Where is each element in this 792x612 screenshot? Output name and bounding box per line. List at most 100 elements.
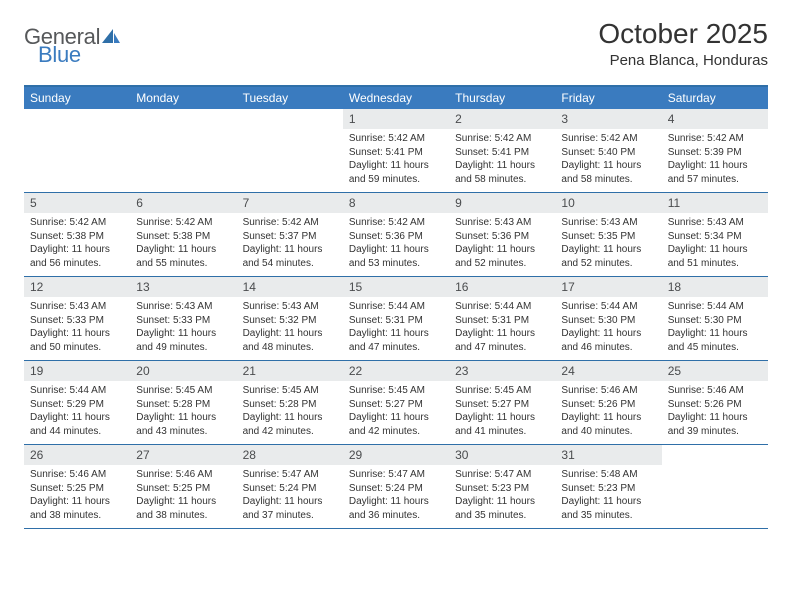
sunrise-line: Sunrise: 5:46 AM	[30, 468, 124, 482]
day-body: Sunrise: 5:46 AMSunset: 5:26 PMDaylight:…	[662, 381, 768, 444]
sunrise-line: Sunrise: 5:42 AM	[455, 132, 549, 146]
day-number: 1	[343, 109, 449, 129]
day-body: Sunrise: 5:47 AMSunset: 5:24 PMDaylight:…	[343, 465, 449, 528]
day-number: 11	[662, 193, 768, 213]
dow-saturday: Saturday	[662, 87, 768, 109]
sunrise-line: Sunrise: 5:43 AM	[668, 216, 762, 230]
day-body: Sunrise: 5:46 AMSunset: 5:25 PMDaylight:…	[130, 465, 236, 528]
daylight-line: Daylight: 11 hours and 52 minutes.	[561, 243, 655, 270]
sunrise-line: Sunrise: 5:48 AM	[561, 468, 655, 482]
day-cell: 22Sunrise: 5:45 AMSunset: 5:27 PMDayligh…	[343, 361, 449, 444]
daylight-line: Daylight: 11 hours and 58 minutes.	[561, 159, 655, 186]
day-number: 29	[343, 445, 449, 465]
day-number: 7	[237, 193, 343, 213]
sunset-line: Sunset: 5:31 PM	[349, 314, 443, 328]
day-body: Sunrise: 5:42 AMSunset: 5:38 PMDaylight:…	[130, 213, 236, 276]
day-cell	[237, 109, 343, 192]
daylight-line: Daylight: 11 hours and 44 minutes.	[30, 411, 124, 438]
sunrise-line: Sunrise: 5:45 AM	[136, 384, 230, 398]
daylight-line: Daylight: 11 hours and 58 minutes.	[455, 159, 549, 186]
day-cell: 25Sunrise: 5:46 AMSunset: 5:26 PMDayligh…	[662, 361, 768, 444]
week-row: 5Sunrise: 5:42 AMSunset: 5:38 PMDaylight…	[24, 193, 768, 277]
day-cell: 17Sunrise: 5:44 AMSunset: 5:30 PMDayligh…	[555, 277, 661, 360]
sunrise-line: Sunrise: 5:42 AM	[668, 132, 762, 146]
sunrise-line: Sunrise: 5:42 AM	[349, 216, 443, 230]
sunrise-line: Sunrise: 5:42 AM	[243, 216, 337, 230]
day-body: Sunrise: 5:44 AMSunset: 5:29 PMDaylight:…	[24, 381, 130, 444]
day-cell: 19Sunrise: 5:44 AMSunset: 5:29 PMDayligh…	[24, 361, 130, 444]
day-body: Sunrise: 5:42 AMSunset: 5:37 PMDaylight:…	[237, 213, 343, 276]
dow-wednesday: Wednesday	[343, 87, 449, 109]
day-cell: 13Sunrise: 5:43 AMSunset: 5:33 PMDayligh…	[130, 277, 236, 360]
sunset-line: Sunset: 5:25 PM	[30, 482, 124, 496]
day-cell: 12Sunrise: 5:43 AMSunset: 5:33 PMDayligh…	[24, 277, 130, 360]
daylight-line: Daylight: 11 hours and 55 minutes.	[136, 243, 230, 270]
daylight-line: Daylight: 11 hours and 39 minutes.	[668, 411, 762, 438]
day-cell: 23Sunrise: 5:45 AMSunset: 5:27 PMDayligh…	[449, 361, 555, 444]
sunset-line: Sunset: 5:33 PM	[30, 314, 124, 328]
day-number: 26	[24, 445, 130, 465]
day-body	[662, 465, 768, 474]
day-body: Sunrise: 5:46 AMSunset: 5:26 PMDaylight:…	[555, 381, 661, 444]
day-body: Sunrise: 5:47 AMSunset: 5:24 PMDaylight:…	[237, 465, 343, 528]
logo-text-blue-wrap: Blue	[38, 42, 81, 68]
sunset-line: Sunset: 5:36 PM	[455, 230, 549, 244]
logo-sail-icon	[102, 29, 120, 48]
sunset-line: Sunset: 5:40 PM	[561, 146, 655, 160]
day-body: Sunrise: 5:48 AMSunset: 5:23 PMDaylight:…	[555, 465, 661, 528]
week-row: 12Sunrise: 5:43 AMSunset: 5:33 PMDayligh…	[24, 277, 768, 361]
day-cell	[662, 445, 768, 528]
daylight-line: Daylight: 11 hours and 43 minutes.	[136, 411, 230, 438]
daylight-line: Daylight: 11 hours and 49 minutes.	[136, 327, 230, 354]
day-number: 17	[555, 277, 661, 297]
title-block: October 2025 Pena Blanca, Honduras	[598, 18, 768, 69]
sunrise-line: Sunrise: 5:44 AM	[455, 300, 549, 314]
sunset-line: Sunset: 5:29 PM	[30, 398, 124, 412]
day-body: Sunrise: 5:42 AMSunset: 5:38 PMDaylight:…	[24, 213, 130, 276]
header: General October 2025 Pena Blanca, Hondur…	[24, 18, 768, 69]
calendar-grid: Sunday Monday Tuesday Wednesday Thursday…	[24, 85, 768, 529]
day-body: Sunrise: 5:45 AMSunset: 5:28 PMDaylight:…	[237, 381, 343, 444]
sunset-line: Sunset: 5:41 PM	[455, 146, 549, 160]
daylight-line: Daylight: 11 hours and 47 minutes.	[349, 327, 443, 354]
daylight-line: Daylight: 11 hours and 36 minutes.	[349, 495, 443, 522]
day-cell: 5Sunrise: 5:42 AMSunset: 5:38 PMDaylight…	[24, 193, 130, 276]
sunset-line: Sunset: 5:25 PM	[136, 482, 230, 496]
day-body: Sunrise: 5:45 AMSunset: 5:27 PMDaylight:…	[343, 381, 449, 444]
days-of-week-row: Sunday Monday Tuesday Wednesday Thursday…	[24, 87, 768, 109]
dow-thursday: Thursday	[449, 87, 555, 109]
day-cell: 16Sunrise: 5:44 AMSunset: 5:31 PMDayligh…	[449, 277, 555, 360]
day-number: 15	[343, 277, 449, 297]
sunset-line: Sunset: 5:41 PM	[349, 146, 443, 160]
calendar-page: General October 2025 Pena Blanca, Hondur…	[0, 0, 792, 547]
sunset-line: Sunset: 5:24 PM	[243, 482, 337, 496]
day-body: Sunrise: 5:42 AMSunset: 5:41 PMDaylight:…	[449, 129, 555, 192]
day-cell: 29Sunrise: 5:47 AMSunset: 5:24 PMDayligh…	[343, 445, 449, 528]
day-cell: 20Sunrise: 5:45 AMSunset: 5:28 PMDayligh…	[130, 361, 236, 444]
day-number: 4	[662, 109, 768, 129]
day-number: 18	[662, 277, 768, 297]
daylight-line: Daylight: 11 hours and 48 minutes.	[243, 327, 337, 354]
day-body: Sunrise: 5:43 AMSunset: 5:32 PMDaylight:…	[237, 297, 343, 360]
dow-friday: Friday	[555, 87, 661, 109]
day-cell: 4Sunrise: 5:42 AMSunset: 5:39 PMDaylight…	[662, 109, 768, 192]
day-number: 20	[130, 361, 236, 381]
daylight-line: Daylight: 11 hours and 37 minutes.	[243, 495, 337, 522]
sunrise-line: Sunrise: 5:44 AM	[30, 384, 124, 398]
day-cell: 8Sunrise: 5:42 AMSunset: 5:36 PMDaylight…	[343, 193, 449, 276]
sunset-line: Sunset: 5:28 PM	[243, 398, 337, 412]
day-cell: 31Sunrise: 5:48 AMSunset: 5:23 PMDayligh…	[555, 445, 661, 528]
sunrise-line: Sunrise: 5:43 AM	[243, 300, 337, 314]
day-cell: 6Sunrise: 5:42 AMSunset: 5:38 PMDaylight…	[130, 193, 236, 276]
sunrise-line: Sunrise: 5:42 AM	[561, 132, 655, 146]
day-body: Sunrise: 5:42 AMSunset: 5:40 PMDaylight:…	[555, 129, 661, 192]
day-body: Sunrise: 5:43 AMSunset: 5:34 PMDaylight:…	[662, 213, 768, 276]
sunrise-line: Sunrise: 5:43 AM	[30, 300, 124, 314]
sunset-line: Sunset: 5:27 PM	[349, 398, 443, 412]
day-number: 3	[555, 109, 661, 129]
day-cell: 1Sunrise: 5:42 AMSunset: 5:41 PMDaylight…	[343, 109, 449, 192]
day-number: 22	[343, 361, 449, 381]
month-title: October 2025	[598, 18, 768, 50]
day-number: 31	[555, 445, 661, 465]
sunrise-line: Sunrise: 5:44 AM	[668, 300, 762, 314]
